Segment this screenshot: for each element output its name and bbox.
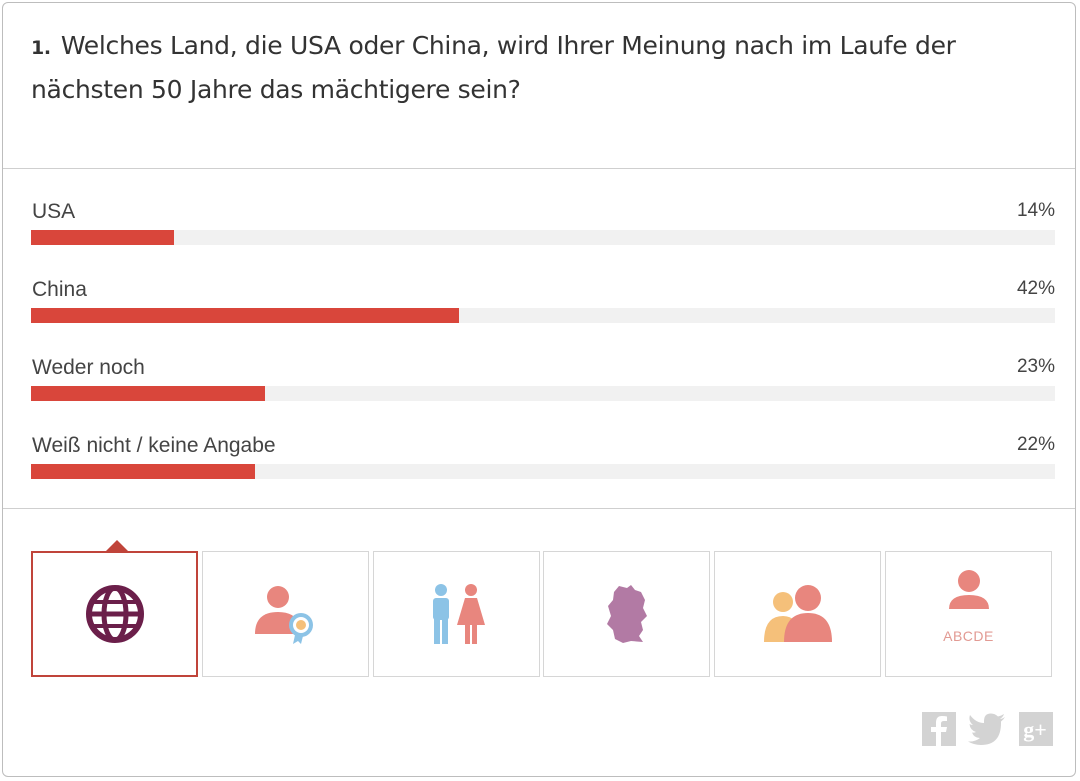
- result-label: USA: [32, 200, 76, 223]
- tab-gender[interactable]: [373, 551, 540, 677]
- tab-region[interactable]: [543, 551, 710, 677]
- result-label: Weder noch: [32, 356, 145, 379]
- result-percent: 14%: [1016, 200, 1055, 221]
- twitter-icon: [968, 713, 1005, 745]
- active-tab-pointer: [104, 540, 130, 553]
- tab-party[interactable]: [714, 551, 881, 677]
- result-bar: [31, 308, 459, 323]
- result-bar: [31, 386, 265, 401]
- facebook-icon: [922, 712, 956, 746]
- google-plus-share-button[interactable]: g+: [1019, 712, 1053, 746]
- globe-icon: [85, 585, 144, 643]
- person-award-icon: [254, 586, 313, 644]
- result-percent: 22%: [1016, 434, 1055, 455]
- filter-tabs: ABCDE: [31, 540, 1055, 679]
- tab-age[interactable]: [202, 551, 369, 677]
- education-caption: ABCDE: [943, 628, 994, 644]
- result-track: [31, 464, 1055, 479]
- question-title: 1. Welches Land, die USA oder China, wird…: [31, 25, 1041, 111]
- result-percent: 23%: [1016, 356, 1055, 377]
- result-row-weder-noch: Weder noch 23%: [31, 356, 1055, 416]
- result-track: [31, 230, 1055, 245]
- result-bar: [31, 464, 255, 479]
- result-percent: 42%: [1016, 278, 1055, 299]
- germany-map-icon: [606, 585, 647, 643]
- two-people-icon: [763, 585, 832, 642]
- person-education-icon: [948, 570, 989, 609]
- result-label: China: [32, 278, 87, 301]
- result-row-weiss-nicht: Weiß nicht / keine Angabe 22%: [31, 434, 1055, 494]
- man-woman-icon: [432, 584, 485, 644]
- result-track: [31, 386, 1055, 401]
- result-track: [31, 308, 1055, 323]
- question-number: 1.: [31, 37, 51, 59]
- result-row-usa: USA 14%: [31, 200, 1055, 260]
- tab-education[interactable]: ABCDE: [885, 551, 1052, 677]
- facebook-share-button[interactable]: [922, 712, 956, 746]
- google-plus-icon: g+: [1019, 712, 1053, 746]
- google-plus-label: g+: [1023, 717, 1047, 742]
- twitter-share-button[interactable]: [968, 712, 1005, 746]
- header-divider: [3, 168, 1075, 169]
- result-bar: [31, 230, 174, 245]
- result-row-china: China 42%: [31, 278, 1055, 338]
- results-divider: [3, 508, 1075, 509]
- tab-total[interactable]: [31, 540, 198, 677]
- question-text: Welches Land, die USA oder China, wird I…: [31, 31, 956, 104]
- result-label: Weiß nicht / keine Angabe: [32, 434, 276, 457]
